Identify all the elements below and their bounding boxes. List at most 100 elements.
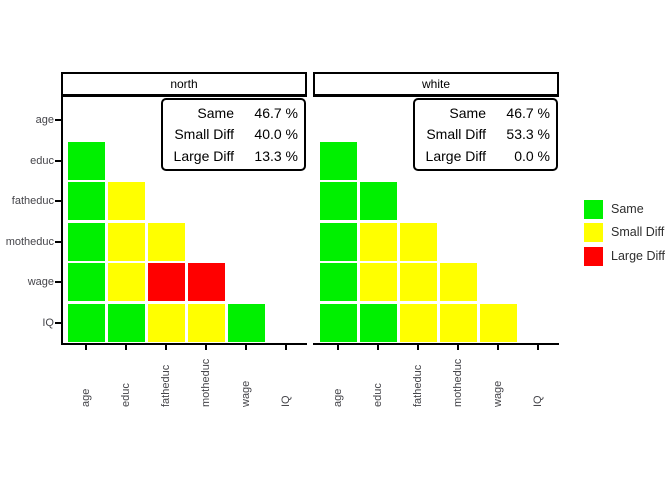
panel-title: white — [421, 77, 450, 91]
x-axis-label: fatheduc — [160, 364, 172, 407]
heatmap-cell — [147, 303, 185, 342]
x-axis-label: age — [332, 388, 344, 407]
heatmap-cell — [147, 263, 185, 302]
panel-header-north: north — [61, 72, 307, 97]
stat-value: 46.7 % — [254, 104, 298, 121]
legend-swatch-same — [584, 200, 603, 219]
heatmap-cell — [319, 141, 357, 180]
x-axis-label: educ — [372, 383, 384, 407]
x-axis-label: wage — [492, 380, 504, 407]
y-axis-label: motheduc — [5, 235, 54, 248]
x-axis-label: motheduc — [452, 358, 464, 407]
heatmap-cell — [359, 182, 397, 221]
heatmap-cell — [107, 263, 145, 302]
stat-label: Same — [449, 104, 486, 121]
stat-label: Small Diff — [426, 126, 486, 142]
heatmap-cell — [359, 263, 397, 302]
heatmap-cell — [67, 303, 105, 342]
x-axis-tick — [417, 345, 419, 350]
heatmap-cell — [439, 263, 477, 302]
y-axis-label: educ — [30, 154, 54, 167]
x-axis-label: IQ — [532, 395, 544, 407]
x-axis-label: fatheduc — [412, 364, 424, 407]
stat-row: Large Diff 0.0 % — [421, 146, 550, 167]
heatmap-cell — [359, 222, 397, 261]
x-axis-label: wage — [240, 380, 252, 407]
heatmap-cell — [439, 303, 477, 342]
stat-value: 46.7 % — [506, 104, 550, 121]
legend-swatch-large_diff — [584, 246, 603, 266]
stat-label: Small Diff — [174, 126, 234, 142]
stat-value: 40.0 % — [254, 126, 298, 142]
heatmap-cell — [319, 222, 357, 261]
y-axis-tick — [55, 281, 61, 284]
x-axis-tick — [285, 345, 287, 350]
heatmap-cell — [399, 263, 437, 302]
heatmap-cell — [67, 263, 105, 302]
x-axis-tick — [85, 345, 87, 350]
y-axis-label: IQ — [42, 316, 54, 329]
y-axis-tick — [55, 240, 61, 243]
panel-header-white: white — [313, 72, 559, 97]
y-axis-tick — [55, 200, 61, 203]
heatmap-cell — [107, 303, 145, 342]
stat-label: Large Diff — [425, 147, 486, 164]
heatmap-cell — [187, 303, 225, 342]
y-axis-tick — [55, 321, 61, 324]
heatmap-cell — [147, 222, 185, 261]
x-axis-tick — [125, 345, 127, 350]
heatmap-cell — [399, 303, 437, 342]
x-axis-line — [313, 343, 559, 345]
heatmap-cell — [107, 222, 145, 261]
stat-value: 13.3 % — [254, 147, 298, 164]
y-axis-label: age — [35, 114, 54, 127]
x-axis-tick — [337, 345, 339, 350]
x-axis-label: educ — [120, 383, 132, 407]
panel-title: north — [170, 77, 198, 91]
stat-label: Same — [197, 104, 234, 121]
x-axis-tick — [245, 345, 247, 350]
x-axis-label: age — [80, 388, 92, 407]
stat-row: Same 46.7 % — [421, 103, 550, 124]
heatmap-cell — [67, 182, 105, 221]
x-axis-tick — [165, 345, 167, 350]
stat-row: Large Diff 13.3 % — [169, 146, 298, 167]
stat-row: Same 46.7 % — [169, 103, 298, 124]
x-axis-tick — [537, 345, 539, 350]
heatmap-cell — [319, 303, 357, 342]
x-axis-tick — [497, 345, 499, 350]
stat-label: Large Diff — [173, 147, 234, 164]
legend-label-small_diff: Small Diff — [611, 225, 665, 240]
heatmap-cell — [107, 182, 145, 221]
legend-label-same: Same — [611, 202, 644, 216]
heatmap-cell — [227, 303, 265, 342]
heatmap-cell — [359, 303, 397, 342]
x-axis-tick — [457, 345, 459, 350]
y-axis-label: wage — [27, 276, 54, 289]
x-axis-tick — [377, 345, 379, 350]
x-axis-label: IQ — [280, 395, 292, 407]
stats-box-north: Same 46.7 % Small Diff 40.0 % Large Diff… — [161, 98, 306, 171]
stat-row: Small Diff 40.0 % — [169, 124, 298, 145]
y-axis-tick — [55, 119, 61, 122]
heatmap-cell — [67, 141, 105, 180]
stat-value: 53.3 % — [506, 126, 550, 142]
heatmap-cell — [399, 222, 437, 261]
heatmap-cell — [187, 263, 225, 302]
legend-swatch-small_diff — [584, 223, 603, 243]
y-axis-label: fatheduc — [11, 195, 54, 208]
stat-value: 0.0 % — [514, 147, 550, 164]
heatmap-cell — [319, 182, 357, 221]
y-axis-tick — [55, 159, 61, 162]
heatmap-cell — [67, 222, 105, 261]
y-axis-line — [61, 97, 63, 345]
x-axis-tick — [205, 345, 207, 350]
heatmap-cell — [479, 303, 517, 342]
stat-row: Small Diff 53.3 % — [421, 124, 550, 145]
legend-label-large_diff: Large Diff — [611, 248, 665, 263]
x-axis-label: motheduc — [200, 358, 212, 407]
stats-box-white: Same 46.7 % Small Diff 53.3 % Large Diff… — [413, 98, 558, 171]
heatmap-cell — [319, 263, 357, 302]
x-axis-line — [61, 343, 307, 345]
